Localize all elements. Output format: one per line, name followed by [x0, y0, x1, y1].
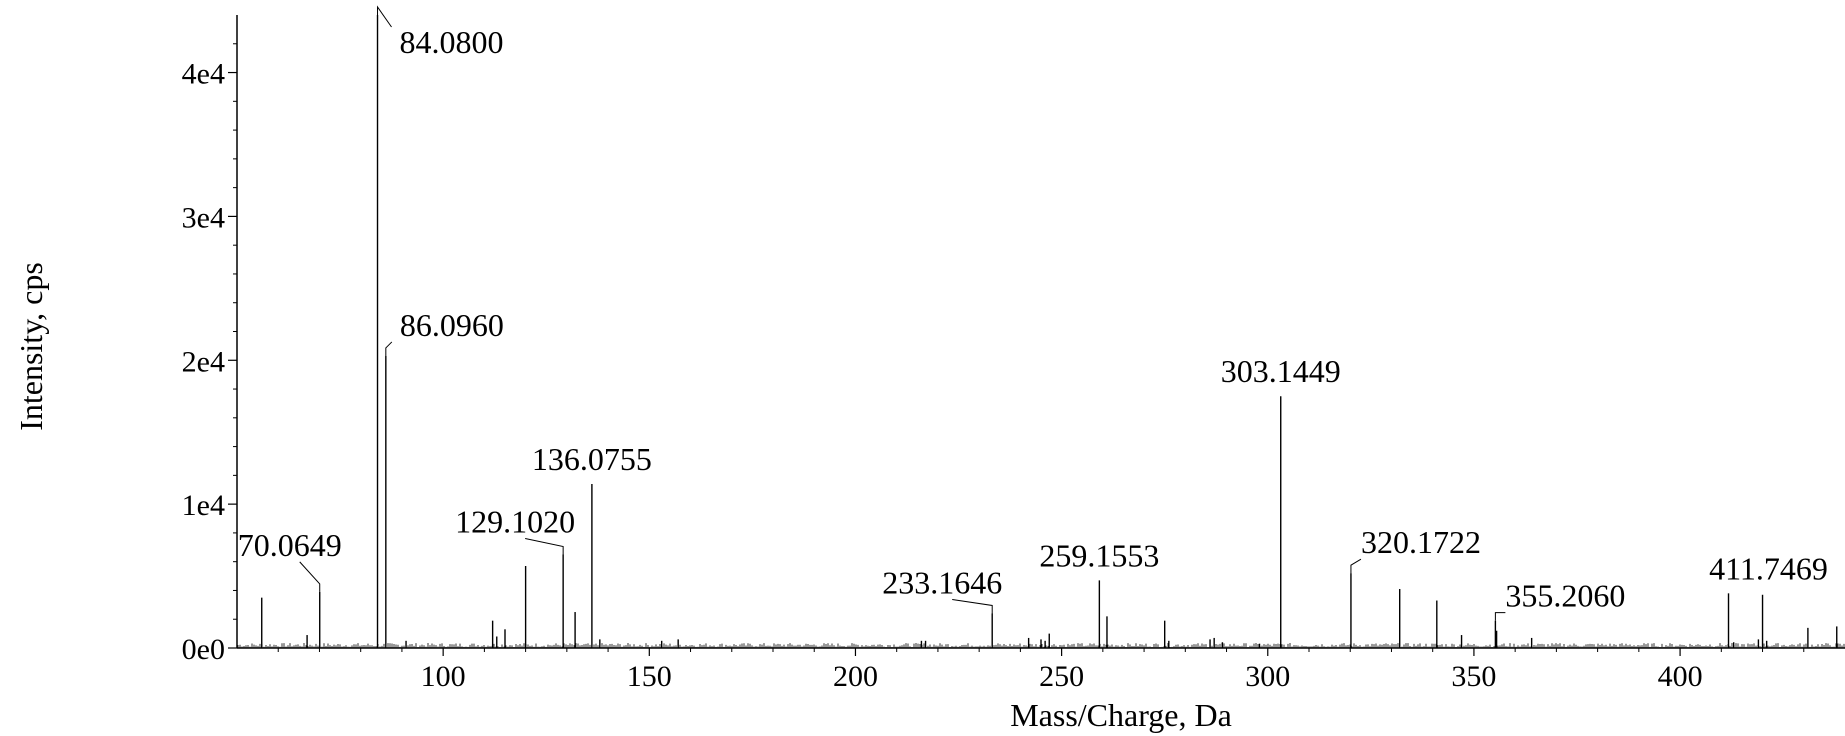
peak-leader-line — [385, 341, 393, 356]
x-axis-title: Mass/Charge, Da — [1010, 697, 1232, 733]
x-tick-label: 300 — [1245, 660, 1290, 693]
peak-label: 70.0649 — [238, 527, 342, 563]
peak-leader-line — [377, 5, 392, 28]
x-tick-label: 150 — [627, 660, 672, 693]
y-tick-label: 2e4 — [182, 345, 225, 378]
axes-layer: 100 150 200 250 300 350 400 0e0 1e4 2e4 3e4 4e4 — [182, 15, 1845, 693]
peak-label: 259.1553 — [1039, 537, 1159, 573]
peak-label: 84.0800 — [400, 24, 504, 60]
peak-label: 129.1020 — [455, 503, 575, 539]
y-tick-label: 3e4 — [182, 201, 225, 234]
peaks-layer — [237, 5, 1845, 648]
x-tick-label: 250 — [1039, 660, 1084, 693]
peak-label: 355.2060 — [1505, 578, 1625, 614]
y-tick-label: 0e0 — [182, 633, 225, 666]
peak-leader-line — [1494, 612, 1506, 621]
peak-label: 411.7469 — [1709, 550, 1828, 586]
peak-leader-line — [1350, 558, 1362, 574]
y-tick-label: 4e4 — [182, 58, 225, 91]
x-tick-label: 100 — [421, 660, 466, 693]
x-tick-label: 200 — [833, 660, 878, 693]
peak-leader-line — [525, 537, 564, 555]
x-tick-label: 400 — [1658, 660, 1703, 693]
peak-label: 320.1722 — [1361, 524, 1481, 560]
y-tick-label: 1e4 — [182, 489, 225, 522]
peak-labels-layer: 70.0649 84.0800 86.0960 129.1020 136.0755 233… — [238, 24, 1828, 614]
baseline-noise — [237, 643, 1845, 648]
peak-label: 233.1646 — [882, 564, 1002, 600]
peak-label: 136.0755 — [532, 441, 652, 477]
x-tick-label: 350 — [1451, 660, 1496, 693]
peak-leader-line — [952, 598, 993, 614]
peak-leader-line — [299, 561, 321, 592]
peak-label: 303.1449 — [1221, 353, 1341, 389]
peak-label: 86.0960 — [400, 307, 504, 343]
y-axis-title: Intensity, cps — [13, 262, 49, 431]
